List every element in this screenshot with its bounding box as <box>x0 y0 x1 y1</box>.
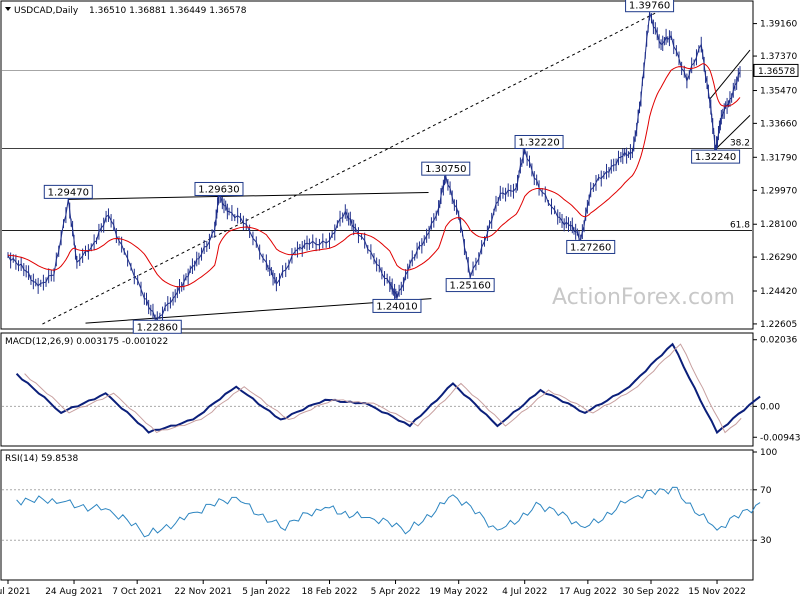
level-label: 1.30750 <box>425 164 466 175</box>
macd-plot <box>2 342 761 435</box>
xtick-label: 30 Sep 2022 <box>622 587 679 597</box>
xtick-label: 15 Nov 2022 <box>688 587 746 597</box>
price-ytick-label: 1.28100 <box>760 220 797 230</box>
xtick-label: 5 Apr 2022 <box>371 587 421 597</box>
macd-title: MACD(12,26,9) 0.003175 -0.001022 <box>5 337 168 347</box>
channel-lower-line <box>715 115 751 150</box>
axes: 1.39160 1.37370 1.35470 1.33660 1.31790 1.299… <box>0 20 800 597</box>
rsi-title: RSI(14) 59.8538 <box>5 454 78 464</box>
level-label: 1.32220 <box>518 137 559 148</box>
price-ytick-label: 1.39160 <box>760 20 797 30</box>
price-ytick-label: 1.22605 <box>760 320 797 330</box>
level-box <box>43 184 93 199</box>
price-panel <box>0 0 754 330</box>
fib-label: 61.8 <box>730 221 750 231</box>
rsi-ytick-label: 70 <box>760 486 772 496</box>
macd-line <box>15 342 761 435</box>
symbol-label: USDCAD,Daily <box>14 6 79 16</box>
xtick-label: 22 Nov 2021 <box>174 587 232 597</box>
rsi-ytick-label: 30 <box>760 536 772 546</box>
macd-ytick-label: -0.009438 <box>760 433 800 443</box>
price-plot: 38.2 61.8 1.39760 1.29470 1.29630 1.30750 1.32… <box>2 0 752 334</box>
level-box <box>625 0 675 13</box>
level-box <box>194 181 244 196</box>
level-box <box>566 239 616 254</box>
level-box <box>514 134 564 149</box>
xtick-label: 5 Jan 2022 <box>242 587 290 597</box>
price-ytick-label: 1.33660 <box>760 119 797 129</box>
macd-panel <box>0 332 754 447</box>
xtick-label: 18 Feb 2022 <box>301 587 357 597</box>
level-box <box>445 278 495 293</box>
resistance-line <box>68 191 429 200</box>
rsi-panel <box>0 449 754 581</box>
level-label: 1.27260 <box>570 242 611 253</box>
price-ytick-label: 1.26290 <box>760 253 797 263</box>
price-ytick-label: 1.35470 <box>760 87 797 97</box>
channel-upper-line <box>709 49 751 100</box>
macd-ytick-label: 0.00 <box>760 402 780 412</box>
xtick-label: 19 May 2022 <box>429 587 488 597</box>
xtick-label: 7 Oct 2021 <box>112 587 162 597</box>
level-box <box>372 298 422 313</box>
current-price-label: 1.36578 <box>758 67 795 77</box>
signal-line <box>24 343 742 434</box>
level-label: 1.22860 <box>137 322 178 333</box>
level-label: 1.29630 <box>198 184 239 195</box>
price-line <box>7 12 741 320</box>
fib-label: 38.2 <box>730 138 750 148</box>
xtick-label: 17 Aug 2022 <box>559 587 617 597</box>
current-price-box <box>753 63 799 77</box>
macd-ytick-label: 0.02036 <box>760 336 797 346</box>
level-label: 1.29470 <box>48 187 89 198</box>
level-box <box>421 161 471 176</box>
rsi-ytick-label: 100 <box>760 448 777 458</box>
price-ytick-label: 1.37370 <box>760 52 797 62</box>
price-ytick-label: 1.24420 <box>760 287 797 297</box>
level-label: 1.32240 <box>695 152 736 163</box>
level-label: 1.25160 <box>449 281 490 292</box>
xtick-label: 4 Jul 2022 <box>502 587 547 597</box>
watermark: ActionForex.com <box>552 285 735 310</box>
ohlc-label: 1.36510 1.36881 1.36449 1.36578 <box>89 6 247 16</box>
rsi-line <box>16 486 761 538</box>
trend-dotted-line <box>42 9 662 325</box>
price-ytick-label: 1.31790 <box>760 153 797 163</box>
dropdown-arrow-icon[interactable] <box>5 7 11 11</box>
ema-line <box>7 63 741 288</box>
level-box <box>132 319 182 334</box>
rsi-plot <box>2 486 761 541</box>
level-label: 1.24010 <box>376 301 417 312</box>
level-label: 1.39760 <box>629 1 670 12</box>
xtick-label: 24 Aug 2021 <box>45 587 103 597</box>
xtick-label: 9 Jul 2021 <box>0 587 31 597</box>
level-box <box>691 149 741 164</box>
price-ytick-label: 1.29970 <box>760 186 797 196</box>
